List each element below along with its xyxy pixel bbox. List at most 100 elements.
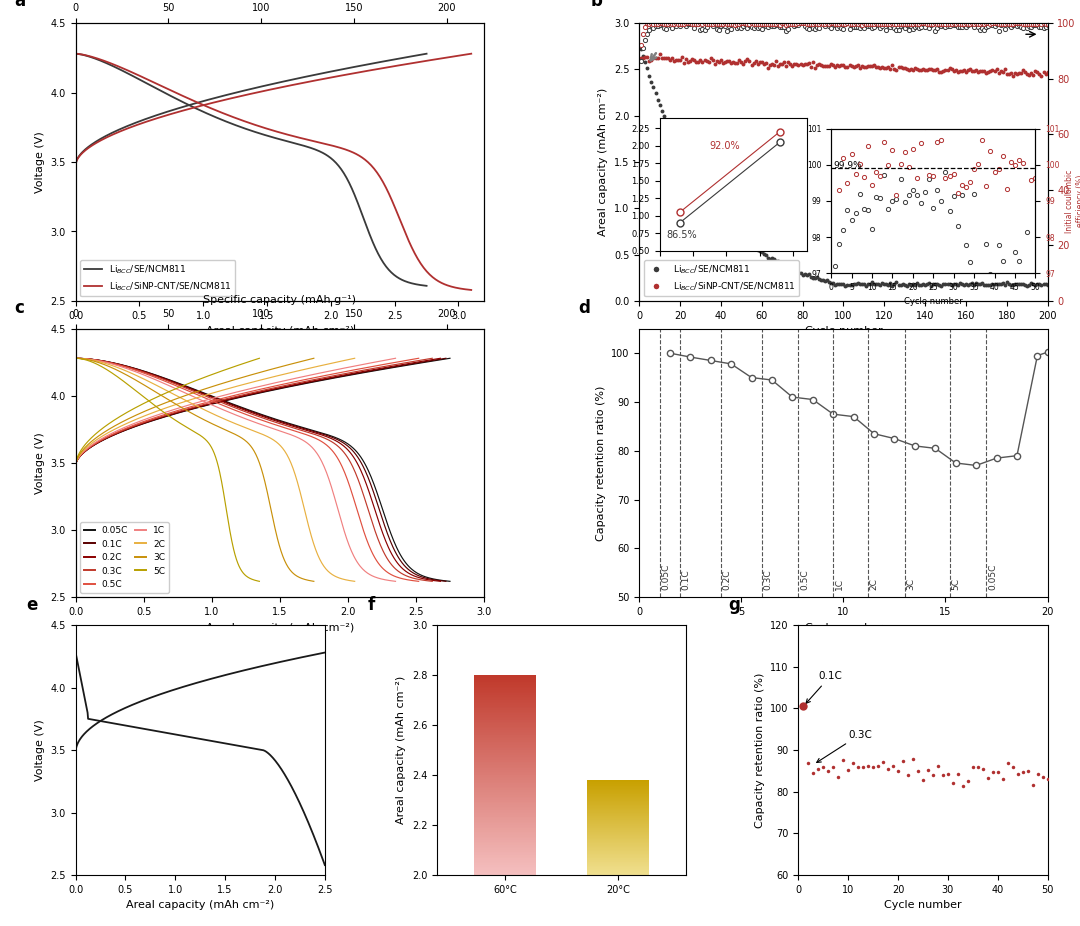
Bar — [474, 871, 536, 873]
Bar — [474, 710, 536, 712]
Bar — [474, 698, 536, 700]
Bar — [474, 813, 536, 815]
Bar — [474, 835, 536, 837]
Bar — [474, 779, 536, 780]
Y-axis label: Areal capacity (mAh cm⁻²): Areal capacity (mAh cm⁻²) — [396, 676, 406, 824]
Bar — [474, 865, 536, 867]
Bar — [474, 771, 536, 773]
Bar — [474, 798, 536, 800]
Bar — [474, 775, 536, 777]
Bar — [474, 842, 536, 844]
Bar — [474, 862, 536, 863]
Y-axis label: Voltage (V): Voltage (V) — [35, 131, 45, 193]
Bar — [474, 860, 536, 862]
Bar — [474, 694, 536, 695]
Bar — [474, 755, 536, 757]
Bar — [474, 760, 536, 762]
Bar — [474, 717, 536, 719]
Y-axis label: Voltage (V): Voltage (V) — [35, 720, 45, 781]
Bar — [474, 777, 536, 779]
Bar — [474, 827, 536, 829]
Bar — [474, 702, 536, 704]
Bar — [474, 817, 536, 819]
Bar — [474, 713, 536, 715]
Bar — [474, 675, 536, 677]
Text: a: a — [14, 0, 26, 10]
Bar — [474, 852, 536, 854]
Bar — [474, 858, 536, 860]
Bar — [474, 810, 536, 812]
Bar — [474, 819, 536, 820]
Bar — [474, 820, 536, 821]
X-axis label: Specific capacity (mAh g⁻¹): Specific capacity (mAh g⁻¹) — [203, 295, 356, 306]
Text: 2C: 2C — [869, 578, 878, 590]
Bar — [474, 788, 536, 790]
Bar — [474, 782, 536, 783]
Text: 0.05C: 0.05C — [661, 564, 671, 590]
Bar — [474, 757, 536, 758]
Bar — [474, 821, 536, 823]
Bar — [474, 729, 536, 730]
Bar — [474, 794, 536, 795]
Bar — [474, 805, 536, 807]
Bar — [474, 719, 536, 720]
Bar — [474, 750, 536, 752]
Bar — [474, 688, 536, 690]
Text: 0.5C: 0.5C — [800, 569, 809, 590]
Bar — [474, 857, 536, 858]
Text: 3C: 3C — [906, 578, 915, 590]
Bar — [474, 695, 536, 696]
Y-axis label: Capacity retention ratio (%): Capacity retention ratio (%) — [595, 385, 606, 541]
Bar — [474, 815, 536, 817]
Text: 0.1C: 0.1C — [681, 569, 691, 590]
Text: 0.1C: 0.1C — [806, 671, 842, 704]
X-axis label: Areal capacity (mAh cm⁻²): Areal capacity (mAh cm⁻²) — [205, 326, 354, 336]
Legend: Li$_{BCC}$/SE/NCM811, Li$_{BCC}$/SiNP-CNT/SE/NCM811: Li$_{BCC}$/SE/NCM811, Li$_{BCC}$/SiNP-CN… — [644, 259, 799, 296]
Bar — [474, 873, 536, 875]
Y-axis label: Areal capacity (mAh cm⁻²): Areal capacity (mAh cm⁻²) — [598, 88, 608, 236]
X-axis label: Cycle number: Cycle number — [805, 326, 882, 336]
Bar — [474, 733, 536, 735]
Text: e: e — [26, 596, 37, 614]
Bar — [474, 735, 536, 737]
Bar — [474, 804, 536, 805]
Bar — [474, 690, 536, 692]
Bar — [474, 800, 536, 802]
Bar — [474, 855, 536, 857]
Bar — [474, 840, 536, 842]
Bar — [474, 845, 536, 846]
Bar — [474, 700, 536, 702]
Bar — [474, 796, 536, 798]
Bar — [474, 780, 536, 782]
Bar — [474, 754, 536, 755]
Bar — [474, 692, 536, 694]
Bar — [474, 742, 536, 744]
Bar — [474, 807, 536, 808]
Bar — [474, 832, 536, 833]
Bar — [474, 773, 536, 775]
Text: g: g — [729, 596, 741, 614]
Bar — [474, 730, 536, 732]
Bar — [474, 720, 536, 721]
X-axis label: Areal capacity (mAh cm⁻²): Areal capacity (mAh cm⁻²) — [205, 622, 354, 632]
Bar — [474, 867, 536, 869]
Bar — [474, 758, 536, 760]
Bar — [474, 870, 536, 871]
Bar — [474, 685, 536, 687]
Bar — [474, 765, 536, 767]
Bar — [474, 763, 536, 765]
Bar — [474, 748, 536, 750]
Bar — [474, 848, 536, 850]
Y-axis label: Voltage (V): Voltage (V) — [35, 432, 45, 494]
Text: c: c — [14, 298, 24, 317]
Bar — [474, 696, 536, 698]
Bar — [474, 708, 536, 710]
Bar — [474, 705, 536, 707]
Bar — [474, 808, 536, 810]
Bar — [474, 738, 536, 740]
Y-axis label: Capacity retention ratio (%): Capacity retention ratio (%) — [755, 672, 765, 828]
Text: b: b — [590, 0, 602, 10]
X-axis label: Cycle number: Cycle number — [805, 622, 882, 632]
Text: 0.05C: 0.05C — [988, 564, 997, 590]
Text: 0.2C: 0.2C — [723, 569, 731, 590]
